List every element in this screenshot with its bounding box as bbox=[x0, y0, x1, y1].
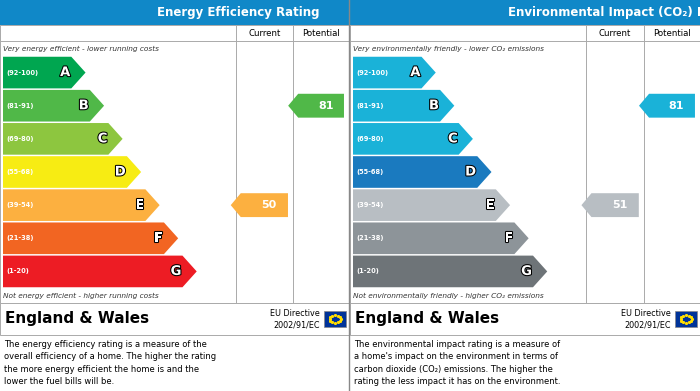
Text: (39-54): (39-54) bbox=[6, 202, 34, 208]
Polygon shape bbox=[582, 193, 639, 217]
Text: D: D bbox=[465, 165, 476, 179]
Polygon shape bbox=[639, 94, 695, 118]
Text: (1-20): (1-20) bbox=[6, 269, 29, 274]
Text: (81-91): (81-91) bbox=[6, 103, 34, 109]
Text: (21-38): (21-38) bbox=[356, 235, 384, 241]
Text: Very environmentally friendly - lower CO₂ emissions: Very environmentally friendly - lower CO… bbox=[353, 46, 544, 52]
Polygon shape bbox=[353, 90, 454, 122]
Text: (92-100): (92-100) bbox=[6, 70, 38, 75]
Text: D: D bbox=[115, 165, 126, 179]
Text: (69-80): (69-80) bbox=[356, 136, 384, 142]
Bar bbox=[0, 25, 349, 41]
Text: Current: Current bbox=[599, 29, 631, 38]
Polygon shape bbox=[353, 156, 491, 188]
Text: Energy Efficiency Rating: Energy Efficiency Rating bbox=[157, 6, 319, 19]
Bar bbox=[324, 311, 346, 327]
Polygon shape bbox=[3, 256, 197, 287]
Text: A: A bbox=[410, 66, 421, 79]
Text: F: F bbox=[504, 232, 513, 245]
Text: (92-100): (92-100) bbox=[356, 70, 388, 75]
Text: Potential: Potential bbox=[302, 29, 340, 38]
Text: B: B bbox=[78, 99, 89, 112]
Bar bbox=[675, 311, 697, 327]
Text: Not energy efficient - higher running costs: Not energy efficient - higher running co… bbox=[3, 293, 159, 299]
Text: England & Wales: England & Wales bbox=[355, 312, 499, 326]
Text: 81: 81 bbox=[318, 101, 333, 111]
Text: (21-38): (21-38) bbox=[6, 235, 34, 241]
Text: EU Directive
2002/91/EC: EU Directive 2002/91/EC bbox=[622, 309, 671, 329]
Text: The energy efficiency rating is a measure of the
overall efficiency of a home. T: The energy efficiency rating is a measur… bbox=[4, 340, 216, 386]
Polygon shape bbox=[353, 256, 547, 287]
Bar bbox=[0, 25, 349, 303]
Polygon shape bbox=[353, 123, 473, 155]
Text: 81: 81 bbox=[668, 101, 685, 111]
Text: C: C bbox=[98, 133, 107, 145]
Text: G: G bbox=[521, 265, 532, 278]
Text: (39-54): (39-54) bbox=[356, 202, 384, 208]
Polygon shape bbox=[3, 90, 104, 122]
Text: Environmental Impact (CO₂) Rating: Environmental Impact (CO₂) Rating bbox=[508, 6, 700, 19]
Text: B: B bbox=[429, 99, 439, 112]
Text: F: F bbox=[154, 232, 163, 245]
Text: Very energy efficient - lower running costs: Very energy efficient - lower running co… bbox=[3, 46, 159, 52]
Text: (81-91): (81-91) bbox=[356, 103, 384, 109]
Text: A: A bbox=[60, 66, 70, 79]
Text: Potential: Potential bbox=[653, 29, 691, 38]
Polygon shape bbox=[3, 189, 160, 221]
Bar bbox=[0, 0, 349, 25]
Text: 50: 50 bbox=[262, 200, 276, 210]
Polygon shape bbox=[353, 189, 510, 221]
Text: 51: 51 bbox=[612, 200, 627, 210]
Polygon shape bbox=[353, 57, 436, 88]
Text: E: E bbox=[135, 199, 144, 212]
Polygon shape bbox=[353, 222, 528, 254]
Text: The environmental impact rating is a measure of
a home's impact on the environme: The environmental impact rating is a mea… bbox=[354, 340, 561, 386]
Polygon shape bbox=[231, 193, 288, 217]
Polygon shape bbox=[3, 156, 141, 188]
Bar bbox=[350, 25, 700, 303]
Text: G: G bbox=[171, 265, 181, 278]
Text: E: E bbox=[486, 199, 495, 212]
Text: C: C bbox=[448, 133, 458, 145]
Text: (69-80): (69-80) bbox=[6, 136, 34, 142]
Text: Current: Current bbox=[248, 29, 281, 38]
Text: EU Directive
2002/91/EC: EU Directive 2002/91/EC bbox=[270, 309, 320, 329]
Text: (55-68): (55-68) bbox=[6, 169, 34, 175]
Polygon shape bbox=[288, 94, 344, 118]
Text: England & Wales: England & Wales bbox=[5, 312, 149, 326]
Bar bbox=[350, 25, 700, 41]
Polygon shape bbox=[3, 123, 122, 155]
Text: (55-68): (55-68) bbox=[356, 169, 384, 175]
Polygon shape bbox=[3, 222, 178, 254]
Text: Not environmentally friendly - higher CO₂ emissions: Not environmentally friendly - higher CO… bbox=[353, 293, 544, 299]
Bar bbox=[350, 0, 700, 25]
Bar bbox=[0, 303, 349, 335]
Polygon shape bbox=[3, 57, 85, 88]
Text: (1-20): (1-20) bbox=[356, 269, 379, 274]
Bar bbox=[350, 303, 700, 335]
